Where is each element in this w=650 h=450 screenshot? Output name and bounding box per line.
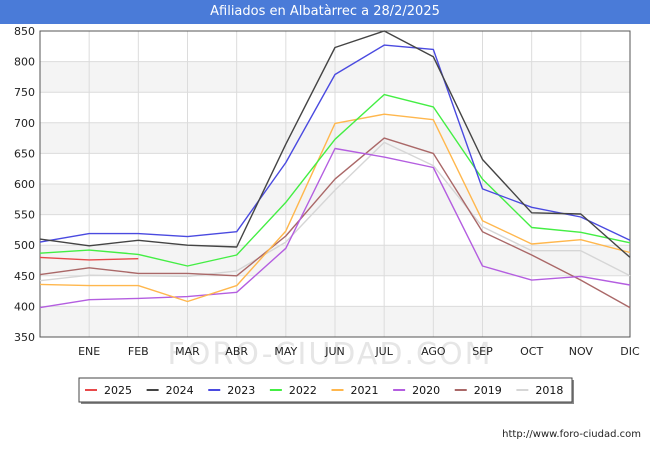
legend-label: 2022 xyxy=(289,384,317,397)
y-tick-label: 600 xyxy=(14,178,35,191)
legend-label: 2021 xyxy=(351,384,379,397)
x-tick-label: NOV xyxy=(569,345,594,358)
x-tick-label: AGO xyxy=(421,345,446,358)
series-line-2019 xyxy=(39,137,631,309)
legend-label: 2020 xyxy=(412,384,440,397)
legend: 2025 2024 2023 2022 2021 2020 2019 2018 xyxy=(78,377,574,404)
x-tick-label: JUL xyxy=(374,345,393,358)
y-tick-label: 750 xyxy=(14,86,35,99)
series-line-2022 xyxy=(39,93,631,267)
series-line-2018 xyxy=(39,141,631,282)
legend-label: 2024 xyxy=(166,384,194,397)
y-tick-label: 500 xyxy=(14,239,35,252)
y-tick-label: 650 xyxy=(14,147,35,160)
legend-label: 2023 xyxy=(227,384,255,397)
y-tick-label: 850 xyxy=(14,25,35,38)
x-tick-label: DIC xyxy=(620,345,640,358)
legend-box xyxy=(78,377,573,403)
footer-url: http://www.foro-ciudad.com xyxy=(502,429,641,440)
x-tick-label: JUN xyxy=(324,345,345,358)
legend-label: 2019 xyxy=(474,384,502,397)
series-lines xyxy=(39,30,631,309)
y-tick-label: 400 xyxy=(14,300,35,313)
y-tick-label: 350 xyxy=(14,331,35,344)
legend-label: 2018 xyxy=(535,384,563,397)
series-line-2021 xyxy=(39,113,631,303)
watermark: FORO-CIUDAD.COM xyxy=(168,337,493,372)
x-tick-label: ABR xyxy=(225,345,248,358)
x-tick-label: FEB xyxy=(128,345,149,358)
y-tick-label: 800 xyxy=(14,56,35,69)
x-tick-label: OCT xyxy=(520,345,543,358)
series-line-2020 xyxy=(39,147,631,309)
series-line-2024 xyxy=(39,30,631,258)
axes: 350 400 450 500 550 600 650 700 750 800 850 ENE FEB M… xyxy=(14,25,640,358)
x-tick-label: SEP xyxy=(472,345,493,358)
line-chart: FORO-CIUDAD.COM 350 400 450 500 550 600 650 700… xyxy=(14,25,640,404)
chart-title: Afiliados en Albatàrrec a 28/2/2025 xyxy=(0,0,650,24)
y-tick-label: 450 xyxy=(14,270,35,283)
legend-label: 2025 xyxy=(104,384,132,397)
series-line-2023 xyxy=(39,44,631,243)
y-tick-label: 700 xyxy=(14,117,35,130)
series-line-2025 xyxy=(39,256,139,261)
x-tick-label: ENE xyxy=(78,345,100,358)
x-tick-label: MAY xyxy=(274,345,297,358)
x-tick-label: MAR xyxy=(175,345,200,358)
y-tick-label: 550 xyxy=(14,209,35,222)
plot-border xyxy=(39,30,631,338)
